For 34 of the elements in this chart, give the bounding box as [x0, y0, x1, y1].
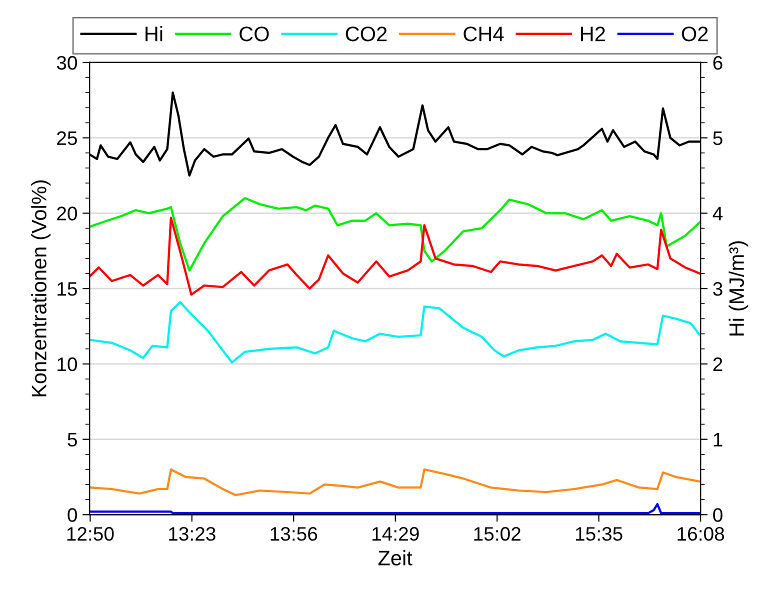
y-tick-label: 5: [68, 432, 77, 447]
y-tick-label: 25: [57, 131, 77, 146]
legend-label: CO2: [346, 26, 387, 42]
y-tick-label: 20: [57, 206, 77, 220]
x-tick-label: 13:23: [169, 526, 216, 541]
x-tick-label: 13:56: [270, 526, 318, 541]
y-tick-label: 0: [68, 508, 77, 522]
y2-tick-label: 6: [713, 56, 722, 70]
y2-tick-label: 5: [713, 132, 722, 146]
x-axis-title: Zeit: [378, 550, 412, 566]
line-series: [90, 216, 701, 296]
y2-axis-title: Hi (MJ/m³): [728, 241, 748, 336]
y2-tick-label: 1: [714, 432, 722, 446]
y-tick-label: 30: [56, 56, 77, 70]
y2-tick-label: 0: [713, 508, 722, 522]
legend-label: Hi: [146, 26, 162, 42]
line-series: [90, 301, 701, 364]
y-tick-label: 15: [58, 282, 77, 296]
line-series: [90, 468, 701, 496]
legend-label: H2: [581, 26, 605, 42]
legend-label: O2: [682, 26, 708, 42]
y2-tick-label: 4: [712, 206, 723, 220]
x-tick-label: 15:02: [474, 526, 520, 541]
legend-label: CH4: [464, 26, 504, 42]
x-tick-label: 16:08: [678, 526, 724, 541]
y2-tick-label: 3: [713, 282, 722, 296]
x-tick-label: 15:35: [576, 526, 622, 541]
y-axis-title: Konzentrationen (Vol%): [31, 180, 51, 396]
x-tick-label: 14:29: [372, 526, 419, 541]
y-tick-label: 10: [58, 357, 77, 372]
x-tick-label: 12:50: [67, 526, 114, 541]
line-series: [90, 197, 701, 272]
legend-label: CO: [240, 26, 269, 42]
y2-tick-label: 2: [713, 357, 722, 371]
